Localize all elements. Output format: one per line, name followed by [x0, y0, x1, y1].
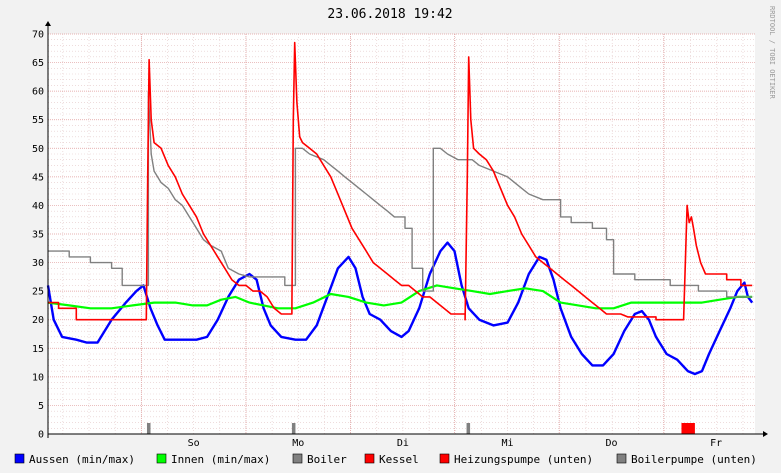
pump-bar	[681, 423, 695, 434]
legend-swatch	[14, 453, 25, 464]
x-tick-label: Mi	[502, 438, 514, 449]
y-tick-label: 5	[38, 401, 44, 412]
y-tick-label: 20	[32, 315, 44, 326]
chart-title: 23.06.2018 19:42	[327, 7, 452, 22]
series-line	[46, 241, 754, 376]
y-tick-label: 0	[38, 430, 44, 441]
y-tick-label: 50	[32, 144, 44, 155]
grid	[48, 33, 755, 434]
x-tick-label: So	[188, 438, 200, 449]
series-3	[48, 41, 753, 321]
y-tick-label: 15	[32, 344, 44, 355]
x-tick-label: Mo	[292, 438, 304, 449]
y-tick-label: 60	[32, 87, 44, 98]
series-line	[48, 41, 753, 321]
y-tick-label: 30	[32, 258, 44, 269]
legend-swatch	[439, 453, 450, 464]
legend-label: Heizungspumpe (unten)	[454, 453, 593, 466]
legend-label: Boilerpumpe (unten)	[631, 453, 757, 466]
watermark: RRDTOOL / TOBI OETIKER	[768, 6, 776, 100]
x-tick-label: Fr	[710, 438, 722, 449]
series-5	[146, 423, 471, 434]
y-tick-label: 65	[32, 58, 44, 69]
x-axis-arrow	[763, 431, 768, 437]
legend-label: Innen (min/max)	[171, 453, 270, 466]
series-2	[48, 90, 753, 298]
legend-label: Aussen (min/max)	[29, 453, 135, 466]
pump-bar	[291, 423, 296, 434]
pump-bar	[466, 423, 471, 434]
series-4	[681, 423, 695, 434]
x-tick-label: Di	[397, 438, 409, 449]
pump-bar	[146, 423, 151, 434]
y-tick-label: 45	[32, 172, 44, 183]
series-line	[47, 284, 753, 310]
y-tick-label: 55	[32, 115, 44, 126]
plot-area	[48, 34, 755, 434]
y-tick-label: 10	[32, 372, 44, 383]
y-tick-label: 70	[32, 30, 44, 41]
legend-swatch	[292, 453, 303, 464]
legend-label: Kessel	[379, 453, 419, 466]
y-axis-arrow	[45, 21, 51, 26]
y-tick-label: 35	[32, 230, 44, 241]
legend-label: Boiler	[307, 453, 347, 466]
x-tick-label: Do	[605, 438, 617, 449]
legend-swatch	[616, 453, 627, 464]
y-tick-label: 40	[32, 201, 44, 212]
legend: Aussen (min/max) Innen (min/max) Boiler Kes…	[14, 453, 757, 466]
y-tick-label: 25	[32, 287, 44, 298]
axes: 0 5 10 15 20 25 30 35 40 45 50 55 60 65 70 So Mo Di Mi Do Fr…	[32, 21, 768, 449]
series-1	[47, 284, 753, 310]
legend-swatch	[364, 453, 375, 464]
series-group	[46, 41, 754, 434]
legend-swatch	[156, 453, 167, 464]
series-line	[48, 90, 753, 298]
series-0	[46, 241, 754, 376]
